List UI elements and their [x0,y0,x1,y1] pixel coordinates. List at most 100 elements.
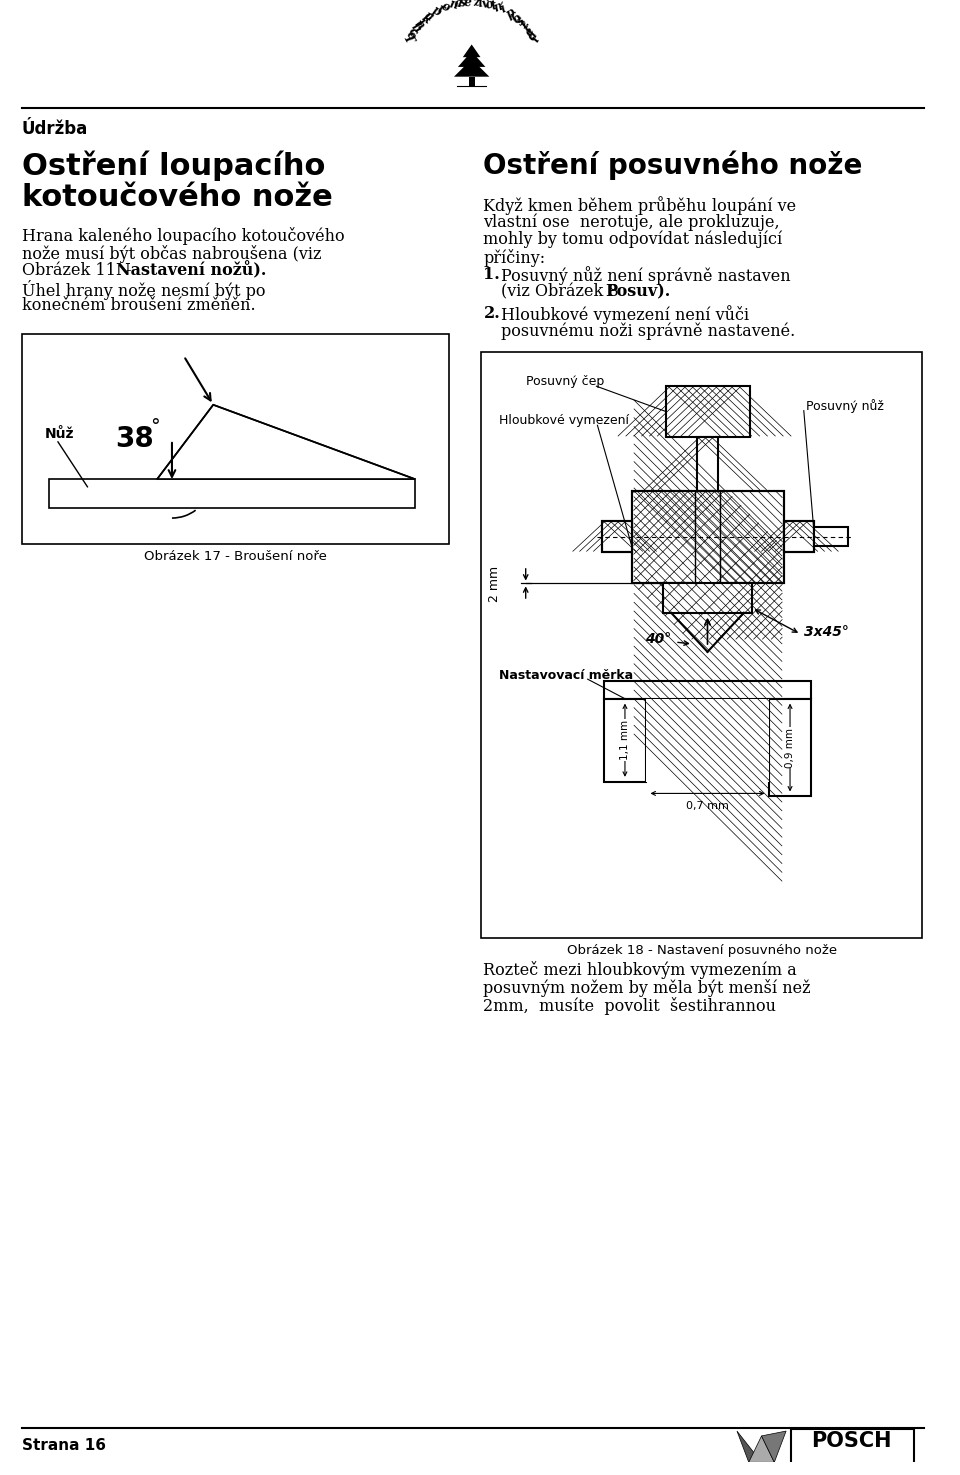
Text: konečném broušení změněn.: konečném broušení změněn. [22,298,255,314]
Text: Když kmen během průběhu loupání ve: Když kmen během průběhu loupání ve [484,196,797,215]
Text: n: n [448,0,460,12]
Text: Ostření loupacího: Ostření loupacího [22,150,325,181]
Text: Posuvný nůž: Posuvný nůž [805,398,883,413]
Text: Strana 16: Strana 16 [22,1438,106,1453]
Text: Nastavení nožů).: Nastavení nožů). [116,263,266,280]
Polygon shape [157,404,415,479]
Text: o: o [439,0,451,15]
Bar [695,491,720,584]
Text: i: i [478,0,484,10]
Text: o: o [484,0,495,12]
Text: n: n [411,18,426,32]
Text: posuvnému noži správně nastavené.: posuvnému noži správně nastavené. [501,323,796,341]
Text: ř: ř [520,22,535,35]
Polygon shape [761,1431,786,1462]
Text: Nastavovací měrka: Nastavovací měrka [499,670,634,683]
Bar [784,521,814,552]
Text: Ostření posuvného nože: Ostření posuvného nože [484,150,863,180]
Text: t: t [518,18,531,31]
Text: 2.: 2. [484,305,500,322]
Bar [482,353,922,938]
Text: í: í [529,34,542,44]
Circle shape [692,720,723,751]
Polygon shape [749,1437,775,1462]
Text: Obrázek 11  -: Obrázek 11 - [22,263,136,279]
Text: Nůž: Nůž [45,428,75,441]
Text: n: n [492,0,505,15]
Text: a: a [453,0,463,10]
Bar [791,1429,914,1465]
Text: t: t [490,0,498,13]
Text: 2 mm: 2 mm [488,565,501,602]
Text: a: a [422,9,436,24]
Text: °: ° [151,417,160,437]
Text: 0,7 mm: 0,7 mm [686,801,729,811]
Text: Úhel hrany nože nesmí být po: Úhel hrany nože nesmí být po [22,280,265,299]
Text: LEIBNITZ: LEIBNITZ [828,1468,873,1475]
Polygon shape [737,1431,761,1462]
Text: i: i [416,15,428,28]
Text: p: p [430,3,444,19]
Bar [784,521,814,552]
Text: mohly by tomu odpovídat následující: mohly by tomu odpovídat následující [484,232,782,248]
Text: 3x45°: 3x45° [804,625,849,639]
Polygon shape [463,44,481,58]
Text: příčiny:: příčiny: [484,249,545,267]
Text: r: r [435,1,446,16]
Text: Posuv).: Posuv). [606,283,670,301]
Text: 0,9 mm: 0,9 mm [785,727,795,767]
Polygon shape [458,52,486,66]
Text: Obrázek 18 - Nastavení posuvného nože: Obrázek 18 - Nastavení posuvného nože [566,944,837,957]
Text: kotoučového nože: kotoučového nože [22,183,332,212]
Bar [769,699,810,796]
Bar [604,699,645,782]
Text: Hloubkové vymezení: Hloubkové vymezení [499,414,629,426]
Text: k: k [419,10,433,27]
Text: h: h [408,21,423,35]
Text: v: v [481,0,490,10]
Bar [602,521,632,552]
Text: e: e [403,28,418,41]
Polygon shape [49,479,415,509]
Text: POSCH: POSCH [810,1431,891,1451]
Text: Rozteč mezi hloubkovým vymezením a: Rozteč mezi hloubkovým vymezením a [484,962,797,979]
Text: Posuvný nůž není správně nastaven: Posuvný nůž není správně nastaven [501,266,791,285]
Bar [468,77,474,87]
Bar [663,584,752,612]
Text: Hloubkové vymezení není vůči: Hloubkové vymezení není vůči [501,305,749,324]
Text: 2mm,  musíte  povolit  šestihrannou: 2mm, musíte povolit šestihrannou [484,997,777,1015]
Text: c: c [405,25,420,38]
Bar [791,1465,914,1475]
Text: Posuvný čep: Posuvný čep [526,375,604,388]
Text: p: p [504,6,517,21]
Bar [645,699,769,782]
Text: Údržba: Údržba [22,119,88,137]
Bar [604,681,810,699]
Bar [814,527,848,546]
Bar [697,437,718,491]
Text: r: r [508,9,520,24]
Text: e: e [523,25,538,38]
Bar [666,386,750,437]
Text: š: š [459,0,467,10]
Bar [632,491,784,584]
Text: 40°: 40° [645,633,671,646]
Text: (viz Obrázek 8  -: (viz Obrázek 8 - [501,283,639,301]
Text: s: s [515,15,528,28]
Text: vlastní ose  nerotuje, ale prokluzuje,: vlastní ose nerotuje, ale prokluzuje, [484,214,780,232]
Text: ž: ž [472,0,480,9]
Text: d: d [525,28,540,43]
Text: o: o [511,12,525,27]
Bar [602,521,632,552]
Text: 1.: 1. [484,266,500,283]
Text: posuvným nožem by měla být menší než: posuvným nožem by měla být menší než [484,979,811,997]
Text: nože musí být občas nabroušena (viz: nože musí být občas nabroušena (viz [22,245,321,263]
Polygon shape [454,59,490,77]
Text: T: T [400,32,416,46]
Text: í: í [497,3,507,16]
Text: 38: 38 [115,425,154,453]
Text: Hrana kaleného loupacího kotoučového: Hrana kaleného loupacího kotoučového [22,227,345,245]
Bar [22,335,449,544]
Text: e: e [463,0,471,9]
Text: 1,1 mm: 1,1 mm [620,720,630,760]
